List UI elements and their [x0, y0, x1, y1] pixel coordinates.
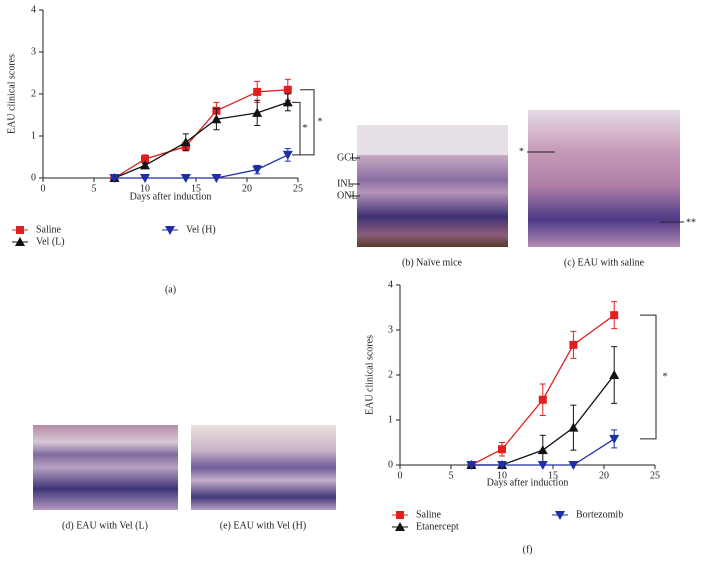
legend-marker [396, 511, 404, 519]
point [537, 461, 548, 470]
x-tick-label: 25 [293, 183, 303, 194]
significance-mark: * [663, 371, 668, 382]
x-tick-label: 5 [449, 470, 454, 481]
series-line [114, 154, 289, 179]
point [569, 340, 578, 349]
significance-bracket [640, 314, 657, 440]
point [282, 97, 293, 107]
histology-image [191, 425, 336, 510]
caption: (a) [165, 284, 176, 295]
legend-label: Vel (L) [36, 236, 65, 247]
x-tick-label: 15 [191, 183, 201, 194]
x-tick-label: 15 [548, 470, 558, 481]
x-axis-label: Days after induction [130, 191, 212, 202]
marker-label: * [519, 146, 524, 157]
caption: (d) EAU with Vel (L) [62, 520, 148, 531]
x-tick-label: 25 [650, 470, 660, 481]
y-tick-label: 0 [388, 459, 393, 470]
x-tick-label: 10 [497, 470, 507, 481]
significance-mark: * [318, 117, 323, 128]
point [568, 461, 579, 470]
layer-label: ONL [337, 190, 358, 201]
caption: (f) [523, 544, 533, 555]
series-line [114, 89, 288, 179]
point [140, 174, 150, 183]
y-tick-label: 1 [31, 130, 36, 141]
point [140, 160, 150, 170]
series-line [114, 101, 289, 179]
point [610, 311, 619, 320]
y-tick-label: 2 [388, 369, 393, 380]
legend-marker [15, 237, 25, 246]
point [497, 461, 507, 470]
layer-label: INL [337, 178, 354, 189]
marker-label: ** [686, 217, 696, 228]
legend-marker [16, 226, 24, 234]
legend-label: Vel (H) [186, 224, 216, 235]
point [180, 174, 191, 183]
point [211, 114, 222, 124]
legend-label: Bortezomib [576, 509, 623, 520]
point [538, 395, 547, 404]
x-tick-label: 20 [599, 470, 609, 481]
layer-label: GCL [337, 152, 357, 163]
point [253, 87, 262, 96]
point [211, 174, 222, 183]
significance-mark: * [303, 123, 308, 134]
point [282, 150, 293, 160]
point [180, 137, 191, 147]
x-tick-label: 0 [41, 183, 46, 194]
caption: (b) Naïve mice [402, 257, 463, 268]
x-tick-label: 0 [398, 470, 403, 481]
point [609, 434, 620, 444]
y-tick-label: 4 [388, 279, 393, 290]
legend-label: Etanercept [416, 521, 459, 532]
y-tick-label: 0 [31, 172, 36, 183]
point [498, 445, 506, 454]
y-tick-label: 4 [31, 4, 36, 15]
y-axis-label: EAU clinical scores [6, 54, 17, 134]
legend-marker [395, 522, 405, 531]
point [537, 445, 548, 455]
point [141, 155, 149, 164]
significance-bracket [300, 89, 315, 156]
point [252, 107, 263, 117]
y-tick-label: 1 [388, 414, 393, 425]
histology-image [528, 110, 680, 247]
y-tick-label: 3 [388, 324, 393, 335]
point [466, 461, 477, 470]
caption: (e) EAU with Vel (H) [220, 520, 306, 531]
caption: (c) EAU with saline [564, 257, 645, 268]
point [283, 85, 292, 94]
histology-image [33, 425, 178, 510]
x-tick-label: 20 [242, 183, 252, 194]
significance-bracket [292, 101, 301, 156]
point [609, 370, 620, 379]
legend-label: Saline [416, 509, 442, 520]
histology-image [357, 125, 508, 155]
point [568, 422, 579, 432]
point [252, 165, 263, 175]
y-tick-label: 3 [31, 46, 36, 57]
legend-marker [165, 226, 175, 235]
y-tick-label: 2 [31, 88, 36, 99]
y-axis-label: EAU clinical scores [364, 335, 375, 415]
x-tick-label: 10 [140, 183, 150, 194]
point [109, 174, 120, 183]
legend-label: Saline [36, 224, 62, 235]
x-axis-label: Days after induction [487, 477, 569, 488]
legend-marker [555, 511, 565, 520]
x-tick-label: 5 [92, 183, 97, 194]
